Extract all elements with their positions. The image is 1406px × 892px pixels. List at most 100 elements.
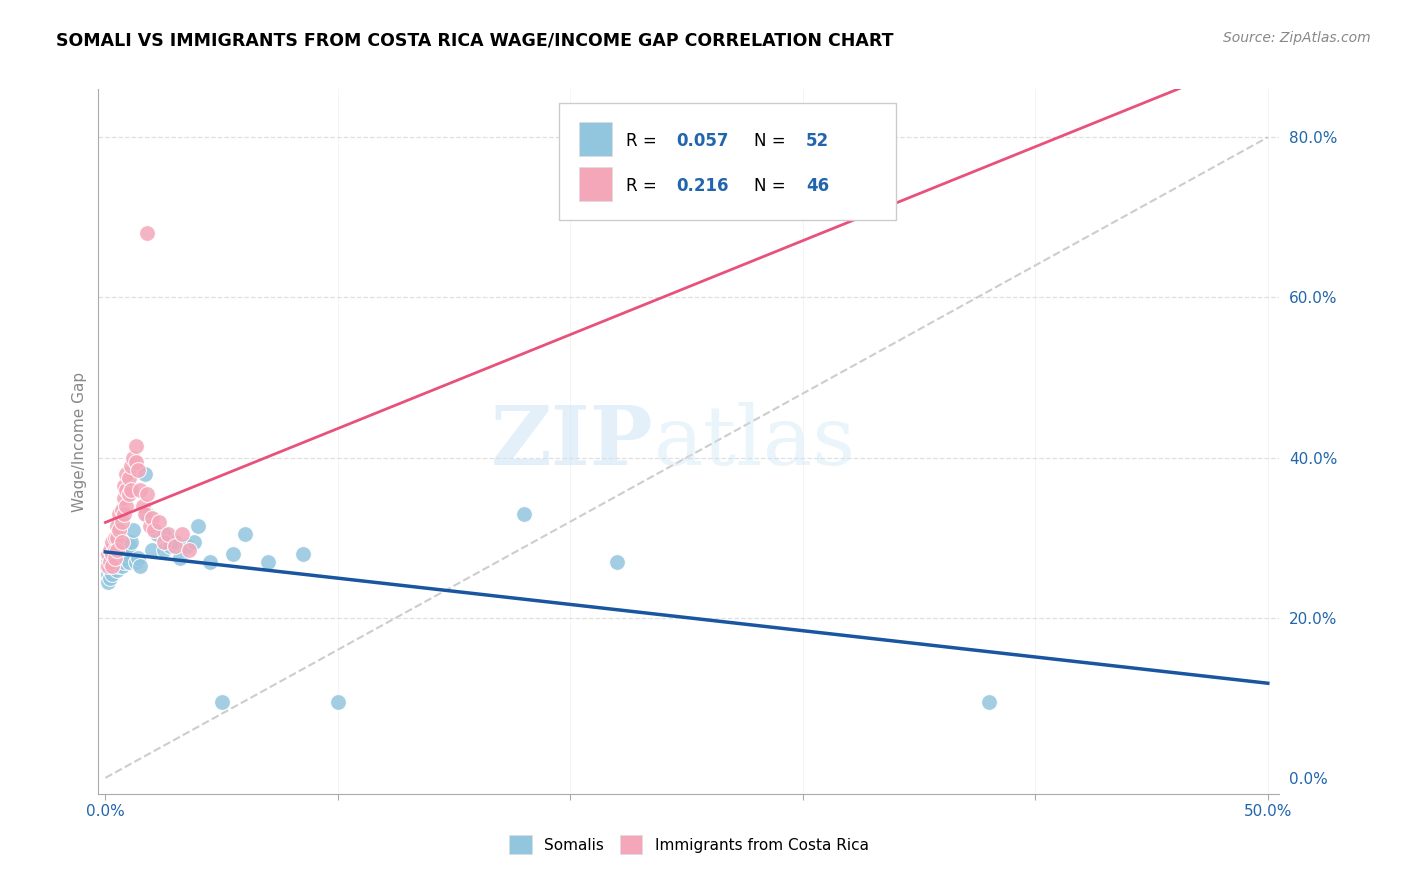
Point [292, 547, 315, 561]
Point [157, 526, 180, 541]
Text: N =: N = [754, 132, 790, 150]
Text: 52: 52 [806, 132, 830, 150]
Point [127, 550, 149, 565]
Point [124, 555, 146, 569]
Point [112, 542, 135, 557]
Point [117, 470, 139, 484]
Point [105, 531, 128, 545]
Point [101, 558, 124, 573]
Point [148, 515, 170, 529]
Point [112, 507, 135, 521]
Point [101, 566, 124, 581]
Point [108, 507, 131, 521]
Legend: Somalis, Immigrants from Costa Rica: Somalis, Immigrants from Costa Rica [503, 830, 875, 860]
Text: 46: 46 [806, 177, 830, 194]
Point [97, 566, 120, 581]
Text: R =: R = [626, 132, 662, 150]
Point [127, 462, 149, 476]
Point [117, 539, 139, 553]
FancyBboxPatch shape [579, 168, 612, 202]
Point [134, 467, 156, 481]
Point [152, 542, 174, 557]
Point [105, 542, 128, 557]
Point [115, 483, 138, 497]
Point [97, 547, 120, 561]
Point [101, 547, 124, 561]
Text: R =: R = [626, 177, 662, 194]
Point [117, 486, 139, 500]
Point [111, 502, 134, 516]
FancyBboxPatch shape [560, 103, 896, 219]
Point [104, 558, 127, 573]
Point [513, 507, 536, 521]
Point [169, 550, 191, 565]
Point [115, 499, 138, 513]
Point [117, 555, 139, 569]
Text: ZIP: ZIP [491, 401, 654, 482]
Point [97, 555, 120, 569]
Point [172, 526, 194, 541]
Point [141, 542, 163, 557]
Point [187, 518, 209, 533]
Point [105, 542, 128, 557]
Point [122, 523, 145, 537]
Point [152, 534, 174, 549]
Point [122, 450, 145, 465]
Point [111, 534, 134, 549]
Point [124, 454, 146, 468]
Point [136, 507, 159, 521]
Point [143, 523, 166, 537]
Point [136, 227, 159, 241]
Point [124, 438, 146, 452]
Point [183, 534, 205, 549]
Point [101, 555, 124, 569]
Point [105, 563, 128, 577]
Point [326, 695, 349, 709]
Point [152, 526, 174, 541]
Point [129, 558, 152, 573]
Point [233, 526, 256, 541]
Point [98, 563, 121, 577]
Point [177, 542, 200, 557]
Point [120, 483, 142, 497]
Point [112, 478, 135, 492]
Point [98, 550, 121, 565]
Point [606, 555, 628, 569]
Point [97, 574, 120, 589]
Text: SOMALI VS IMMIGRANTS FROM COSTA RICA WAGE/INCOME GAP CORRELATION CHART: SOMALI VS IMMIGRANTS FROM COSTA RICA WAG… [56, 31, 894, 49]
Point [104, 531, 127, 545]
Point [97, 558, 120, 573]
Point [136, 486, 159, 500]
Point [138, 518, 160, 533]
Point [134, 507, 156, 521]
Point [108, 523, 131, 537]
Point [105, 550, 128, 565]
Point [141, 510, 163, 524]
Point [98, 571, 121, 585]
Point [101, 547, 124, 561]
Point [105, 518, 128, 533]
Point [111, 515, 134, 529]
Point [112, 491, 135, 505]
Point [159, 539, 181, 553]
Point [129, 483, 152, 497]
Text: atlas: atlas [654, 401, 856, 482]
Point [104, 550, 127, 565]
FancyBboxPatch shape [579, 122, 612, 156]
Point [257, 555, 280, 569]
Point [115, 467, 138, 481]
Point [145, 526, 167, 541]
Point [98, 542, 121, 557]
Text: 0.0%: 0.0% [86, 805, 125, 819]
Point [108, 547, 131, 561]
Text: 50.0%: 50.0% [1244, 805, 1292, 819]
Point [111, 550, 134, 565]
Text: 0.057: 0.057 [676, 132, 728, 150]
Point [165, 534, 187, 549]
Point [101, 534, 124, 549]
Text: N =: N = [754, 177, 790, 194]
Text: 0.216: 0.216 [676, 177, 728, 194]
Point [108, 558, 131, 573]
Point [176, 539, 198, 553]
Point [104, 550, 127, 565]
